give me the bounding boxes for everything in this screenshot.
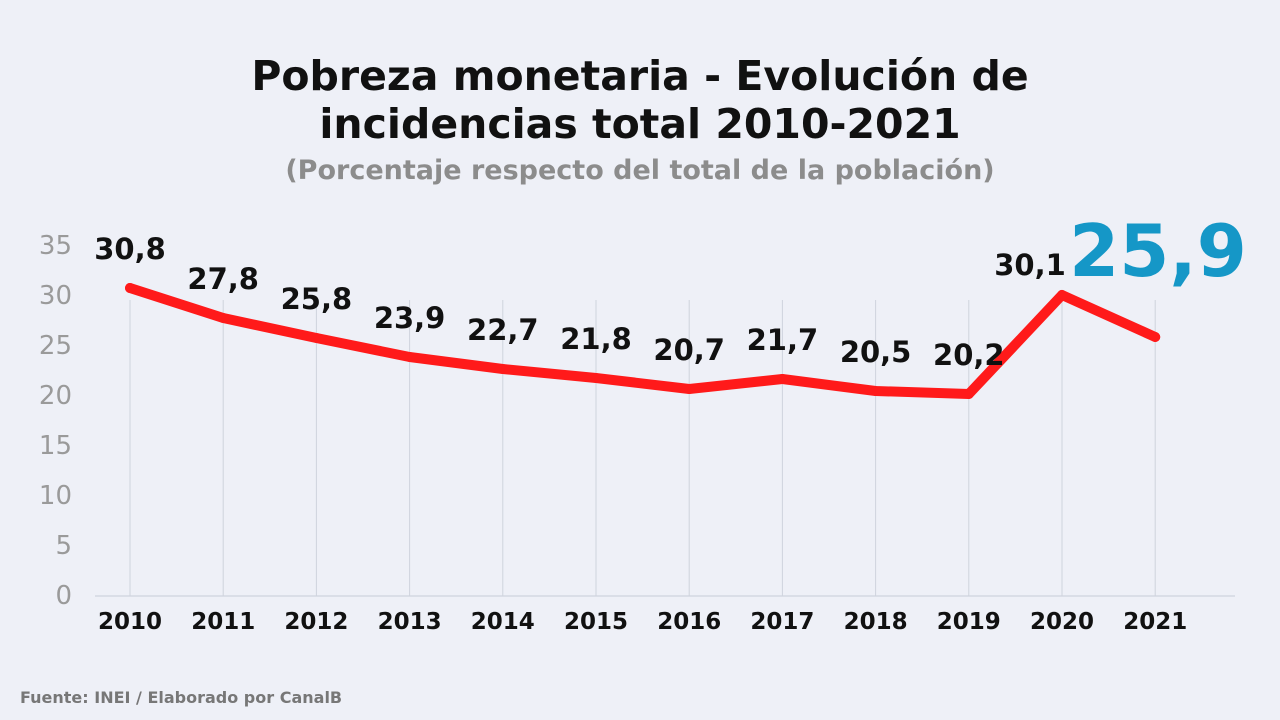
x-tick-label: 2013 bbox=[378, 609, 442, 635]
x-tick-label: 2012 bbox=[284, 609, 348, 635]
y-tick-label: 5 bbox=[55, 531, 72, 561]
data-label: 20,7 bbox=[653, 333, 725, 367]
y-tick-label: 20 bbox=[39, 381, 72, 411]
chart-title-line-2: incidencias total 2010-2021 bbox=[319, 100, 961, 148]
data-point bbox=[311, 333, 322, 343]
y-tick-label: 35 bbox=[39, 231, 72, 261]
data-point bbox=[591, 373, 601, 383]
x-tick-label: 2015 bbox=[564, 609, 628, 635]
data-label: 20,2 bbox=[933, 338, 1005, 372]
y-tick-label: 15 bbox=[39, 431, 72, 461]
data-label: 22,7 bbox=[467, 313, 539, 347]
x-tick-label: 2017 bbox=[750, 609, 814, 635]
x-tick-label: 2014 bbox=[471, 609, 535, 635]
data-label: 23,9 bbox=[374, 301, 446, 335]
data-point bbox=[963, 389, 974, 399]
data-label: 20,5 bbox=[840, 335, 912, 369]
data-label: 30,1 bbox=[994, 248, 1066, 282]
source-note: Fuente: INEI / Elaborado por CanalB bbox=[20, 688, 343, 707]
data-point bbox=[125, 283, 135, 293]
x-tick-label: 2011 bbox=[191, 609, 255, 635]
data-point bbox=[404, 352, 415, 362]
data-point bbox=[1150, 332, 1161, 342]
chart-title: Pobreza monetaria - Evolución de inciden… bbox=[0, 52, 1280, 148]
x-tick-label: 2016 bbox=[657, 609, 721, 635]
data-label: 27,8 bbox=[187, 262, 259, 296]
data-point bbox=[870, 386, 881, 396]
data-label: 21,7 bbox=[747, 323, 819, 357]
data-point bbox=[777, 374, 788, 384]
data-point bbox=[218, 313, 229, 323]
x-tick-label: 2019 bbox=[937, 609, 1001, 635]
chart-title-line-1: Pobreza monetaria - Evolución de bbox=[251, 52, 1029, 100]
data-point bbox=[1057, 290, 1067, 300]
x-tick-label: 2021 bbox=[1123, 609, 1187, 635]
x-tick-label: 2010 bbox=[98, 609, 162, 635]
y-tick-label: 10 bbox=[39, 481, 72, 511]
data-point bbox=[497, 364, 508, 374]
data-label: 21,8 bbox=[560, 322, 632, 356]
x-tick-label: 2020 bbox=[1030, 609, 1094, 635]
data-label: 25,8 bbox=[281, 282, 353, 316]
data-label-highlight: 25,9 bbox=[1069, 209, 1247, 293]
series-line bbox=[125, 283, 1161, 399]
y-tick-label: 25 bbox=[39, 331, 72, 361]
data-point bbox=[684, 384, 695, 394]
x-tick-label: 2018 bbox=[844, 609, 908, 635]
chart-subtitle: (Porcentaje respecto del total de la pob… bbox=[285, 155, 995, 186]
data-label: 30,8 bbox=[94, 232, 166, 266]
y-tick-label: 0 bbox=[55, 581, 72, 611]
y-tick-label: 30 bbox=[39, 281, 72, 311]
